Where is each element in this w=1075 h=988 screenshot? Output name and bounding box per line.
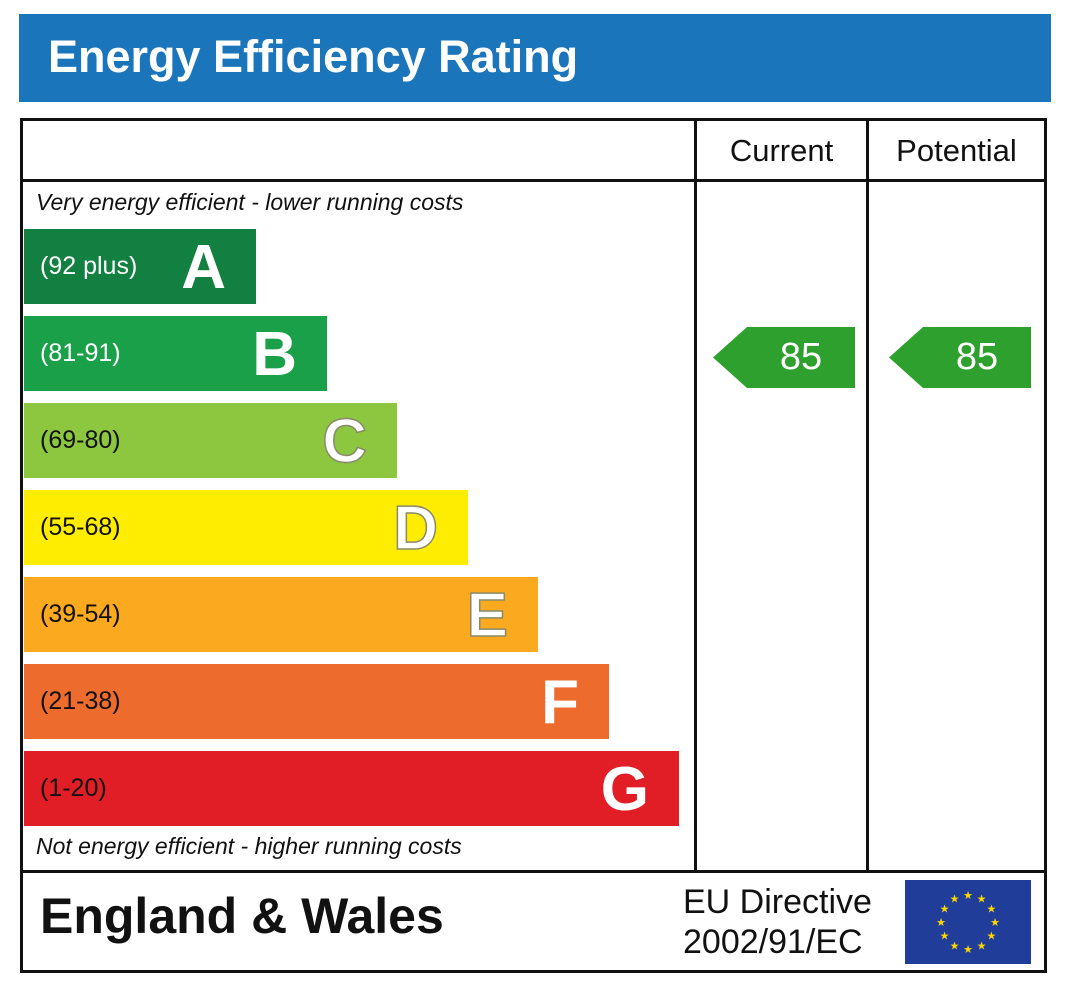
band-c-range: (69-80) — [40, 426, 121, 454]
eu-star-icon: ★ — [986, 904, 996, 916]
band-c-letter: C — [321, 406, 367, 477]
eu-directive-line2: 2002/91/EC — [683, 923, 863, 961]
band-e-letter: E — [466, 580, 509, 651]
eu-star-icon: ★ — [940, 904, 950, 916]
eu-star-icon: ★ — [986, 931, 996, 943]
band-f-letter: F — [541, 668, 579, 737]
header-divider — [20, 179, 1047, 182]
potential-column-header: Potential — [896, 133, 1017, 168]
band-b-letter: B — [252, 320, 297, 389]
eu-star-icon: ★ — [977, 940, 987, 952]
band-d-range: (55-68) — [40, 513, 121, 541]
divider-left — [694, 118, 697, 873]
current-rating-value: 85 — [779, 336, 823, 378]
title-banner: Energy Efficiency Rating — [19, 14, 1051, 102]
band-d-letter: D — [392, 493, 438, 564]
footer-divider — [20, 870, 1047, 873]
band-a-letter: A — [181, 233, 226, 302]
band-g-letter: G — [600, 755, 649, 824]
chart-title: Energy Efficiency Rating — [48, 31, 579, 82]
band-e: (39-54) E — [24, 577, 538, 652]
eu-star-icon: ★ — [963, 890, 973, 902]
band-b-range: (81-91) — [40, 339, 121, 367]
eu-directive: EU Directive 2002/91/EC — [683, 882, 872, 962]
band-d: (55-68) D — [24, 490, 468, 565]
eu-stars: ★ ★★★★★★★★★★★ — [936, 890, 1000, 956]
current-rating-indicator: 85 — [713, 327, 855, 388]
band-a-range: (92 plus) — [40, 252, 138, 280]
potential-rating-indicator: 85 — [889, 327, 1031, 388]
band-a: (92 plus) A — [24, 229, 256, 304]
bottom-caption: Not energy efficient - higher running co… — [36, 833, 462, 859]
band-g: (1-20) G — [24, 751, 679, 826]
eu-star-icon: ★ — [950, 940, 960, 952]
top-caption: Very energy efficient - lower running co… — [36, 189, 464, 215]
current-column-header: Current — [729, 133, 834, 168]
eu-star-icon: ★ — [950, 894, 960, 906]
band-f: (21-38) F — [24, 664, 609, 739]
band-c: (69-80) C — [24, 403, 397, 478]
potential-rating-value: 85 — [955, 336, 999, 378]
eu-star-icon: ★ — [936, 917, 946, 929]
region-label: England & Wales — [40, 888, 444, 944]
eu-star-icon: ★ — [990, 917, 1000, 929]
divider-right — [866, 118, 869, 873]
band-g-range: (1-20) — [40, 774, 107, 802]
eu-flag-icon: ★ ★ ★ ★ ★ ★ ★ ★ ★ ★ ★ ★ — [905, 880, 1031, 964]
rating-table — [20, 118, 1047, 973]
eu-star-icon: ★ — [940, 931, 950, 943]
eu-directive-line1: EU Directive — [683, 883, 872, 921]
eu-star-icon: ★ — [963, 944, 973, 956]
band-f-range: (21-38) — [40, 687, 121, 715]
band-e-range: (39-54) — [40, 600, 121, 628]
band-b: (81-91) B — [24, 316, 327, 391]
eu-star-icon: ★ — [977, 894, 987, 906]
